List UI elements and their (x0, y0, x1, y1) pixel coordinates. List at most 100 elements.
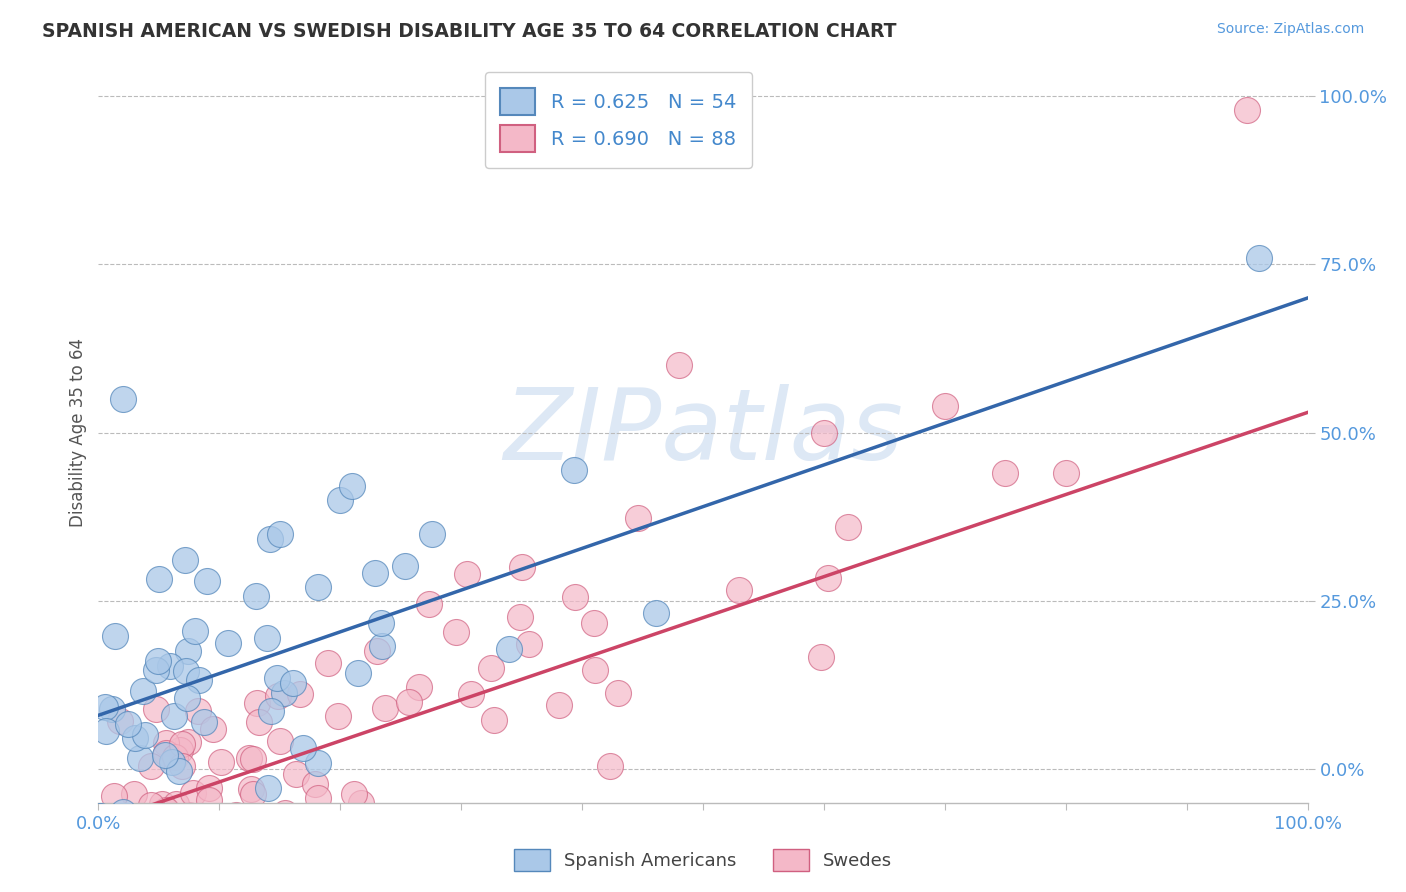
Point (174, 553, 197, 567)
Point (139, 758, 162, 772)
Point (994, 466, 1017, 480)
Point (187, 704, 209, 718)
Point (479, 661, 502, 675)
Point (374, 701, 396, 715)
Point (266, 671, 288, 685)
Point (283, 863, 305, 877)
Point (89, 863, 111, 877)
Point (89, 829, 111, 843)
Point (169, 743, 191, 757)
Point (668, 359, 690, 373)
Point (418, 597, 440, 611)
Point (350, 796, 373, 810)
Point (644, 606, 666, 620)
Point (347, 666, 370, 681)
Point (174, 664, 197, 678)
Point (195, 574, 218, 588)
Point (380, 830, 402, 844)
Point (132, 684, 155, 698)
Point (155, 736, 177, 750)
Point (307, 791, 329, 805)
Point (326, 709, 349, 723)
Point (165, 797, 187, 812)
Text: Source: ZipAtlas.com: Source: ZipAtlas.com (1216, 22, 1364, 37)
Point (124, 731, 146, 745)
Point (366, 644, 388, 658)
Point (408, 681, 430, 695)
Point (599, 758, 621, 772)
Point (238, 751, 260, 765)
Point (134, 728, 156, 742)
Point (159, 659, 181, 673)
Point (155, 747, 177, 762)
Point (307, 580, 329, 594)
Point (122, 787, 145, 801)
Point (837, 520, 859, 534)
Point (94, 700, 117, 714)
Point (177, 807, 200, 822)
Point (242, 787, 264, 801)
Point (456, 567, 478, 582)
Point (201, 857, 224, 871)
Point (167, 764, 190, 779)
Point (408, 850, 430, 864)
Point (197, 781, 219, 796)
Point (205, 858, 228, 872)
Point (201, 723, 224, 737)
Point (111, 805, 134, 819)
Point (256, 631, 278, 645)
Point (94, 724, 117, 739)
Point (152, 837, 174, 851)
Point (246, 696, 269, 710)
Point (170, 758, 193, 772)
Point (165, 749, 187, 764)
Point (111, 392, 134, 406)
Point (256, 781, 278, 796)
Point (160, 756, 183, 770)
Point (1054, 466, 1077, 480)
Point (150, 797, 173, 812)
Point (150, 820, 173, 834)
Point (274, 805, 297, 820)
Point (101, 702, 124, 716)
Text: SPANISH AMERICAN VS SWEDISH DISABILITY AGE 35 TO 64 CORRELATION CHART: SPANISH AMERICAN VS SWEDISH DISABILITY A… (42, 22, 897, 41)
Point (209, 755, 232, 769)
Point (242, 752, 264, 766)
Y-axis label: Disability Age 35 to 64: Disability Age 35 to 64 (69, 338, 87, 527)
Point (259, 532, 281, 546)
Point (1236, 103, 1258, 117)
Point (193, 715, 215, 730)
Point (89, 808, 111, 822)
Point (245, 855, 267, 870)
Point (283, 675, 305, 690)
Point (288, 687, 311, 701)
Point (184, 624, 207, 638)
Point (112, 830, 135, 844)
Point (363, 566, 385, 580)
Point (108, 714, 131, 728)
Point (146, 654, 169, 668)
Point (398, 695, 420, 709)
Point (564, 590, 586, 604)
Point (329, 492, 352, 507)
Point (155, 803, 177, 817)
Point (104, 629, 127, 643)
Point (170, 737, 193, 751)
Point (394, 559, 416, 574)
Point (157, 818, 180, 832)
Point (117, 716, 139, 731)
Point (420, 527, 443, 541)
Point (460, 687, 482, 701)
Point (152, 822, 174, 837)
Point (627, 511, 650, 525)
Point (509, 609, 531, 624)
Point (273, 686, 295, 700)
Point (606, 686, 628, 700)
Point (443, 822, 465, 837)
Point (482, 713, 505, 727)
Point (240, 781, 263, 796)
Point (139, 797, 162, 812)
Point (128, 751, 150, 765)
Point (810, 649, 832, 664)
Point (141, 863, 163, 877)
